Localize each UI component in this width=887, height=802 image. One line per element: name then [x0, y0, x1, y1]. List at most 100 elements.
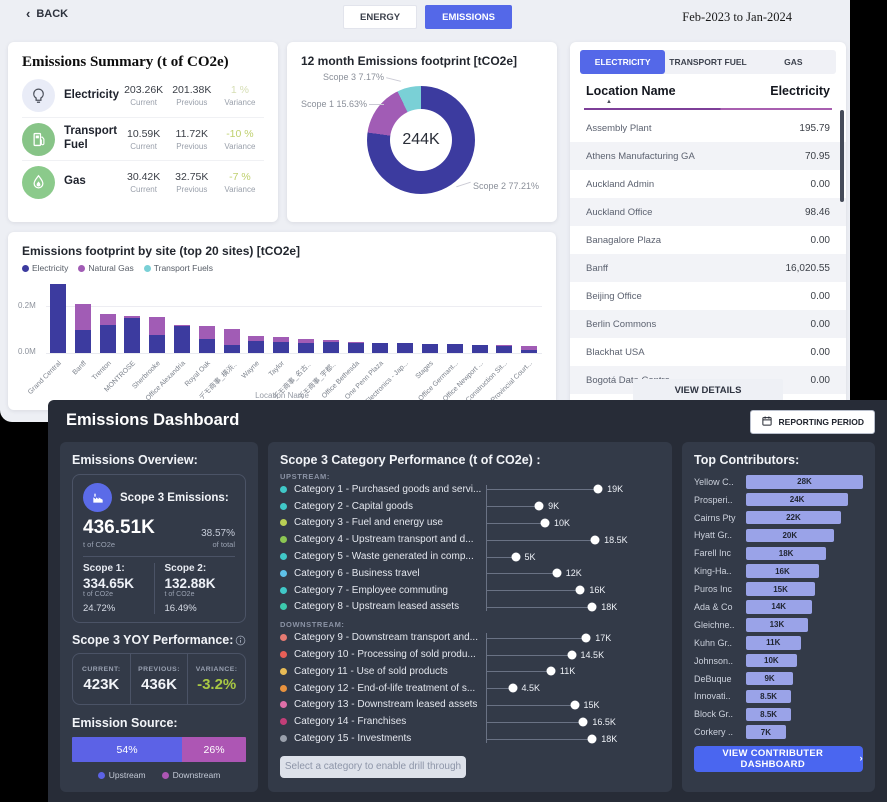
- site-bar[interactable]: [446, 344, 463, 353]
- site-bar[interactable]: [372, 343, 389, 353]
- lollipop-dot[interactable]: [575, 585, 585, 595]
- site-bar[interactable]: [149, 317, 166, 353]
- lollipop-dot[interactable]: [552, 568, 562, 578]
- contributor-bar[interactable]: 10K: [746, 653, 797, 668]
- x-axis-label: Banff: [71, 360, 88, 377]
- tab-emissions[interactable]: EMISSIONS: [425, 5, 512, 29]
- category-item[interactable]: Category 13 - Downstream leased assets: [280, 697, 486, 714]
- category-item[interactable]: Category 3 - Fuel and energy use: [280, 515, 486, 532]
- site-bar[interactable]: [521, 345, 538, 353]
- contributor-bar[interactable]: 8.5K: [746, 689, 792, 704]
- source-segment-downstream[interactable]: 26%: [182, 737, 246, 762]
- contributor-bar[interactable]: 18K: [746, 546, 827, 561]
- site-bar[interactable]: [223, 329, 240, 353]
- contributor-bar-track: 7K: [746, 725, 863, 739]
- category-item[interactable]: Category 4 - Upstream transport and d...: [280, 531, 486, 548]
- category-item[interactable]: Category 7 - Employee commuting: [280, 582, 486, 599]
- lollipop-dot[interactable]: [581, 633, 591, 643]
- donut-chart[interactable]: 244K: [367, 86, 475, 194]
- site-bar[interactable]: [322, 340, 339, 353]
- category-item[interactable]: Category 2 - Capital goods: [280, 498, 486, 515]
- site-bar[interactable]: [248, 335, 265, 353]
- category-item[interactable]: Category 5 - Waste generated in comp...: [280, 548, 486, 565]
- site-bar[interactable]: [74, 303, 91, 353]
- site-bar[interactable]: [422, 343, 438, 353]
- lollipop-value: 19K: [607, 484, 624, 495]
- lollipop-dot[interactable]: [587, 602, 597, 612]
- contributor-bar[interactable]: 7K: [746, 725, 786, 739]
- site-bar[interactable]: [471, 344, 488, 353]
- lollipop-dot[interactable]: [508, 683, 518, 693]
- tab-energy[interactable]: ENERGY: [343, 5, 418, 29]
- contributor-bar[interactable]: 16K: [746, 564, 819, 578]
- site-bar[interactable]: [298, 339, 314, 353]
- table-tab-transport-fuel[interactable]: TRANSPORT FUEL: [665, 50, 750, 74]
- table-row[interactable]: Berlin Commons 0.00: [570, 310, 846, 338]
- contributor-bar[interactable]: 8.5K: [746, 707, 792, 722]
- column-location-name[interactable]: Location Name ▲: [586, 84, 676, 105]
- table-row[interactable]: Beijing Office 0.00: [570, 282, 846, 310]
- site-bar[interactable]: [124, 316, 141, 353]
- category-item[interactable]: Category 15 - Investments: [280, 730, 486, 747]
- table-row[interactable]: Athens Manufacturing GA 70.95: [570, 142, 846, 170]
- lollipop-stem: [486, 573, 557, 575]
- legend-label: Downstream: [172, 770, 221, 780]
- table-row[interactable]: Auckland Office 98.46: [570, 198, 846, 226]
- contributor-bar[interactable]: 15K: [746, 582, 816, 596]
- category-item[interactable]: Category 8 - Upstream leased assets: [280, 599, 486, 616]
- contributor-bar[interactable]: 14K: [746, 600, 812, 614]
- table-row[interactable]: Assembly Plant 195.79: [570, 114, 846, 142]
- view-contributor-dashboard-button[interactable]: VIEW CONTRIBUTER DASHBOARD ›: [694, 745, 863, 772]
- site-bar[interactable]: [496, 345, 513, 353]
- table-scrollbar[interactable]: [840, 110, 844, 202]
- table-tab-electricity[interactable]: ELECTRICITY: [580, 50, 666, 74]
- contributor-bar[interactable]: 13K: [746, 618, 808, 632]
- category-item[interactable]: Category 6 - Business travel: [280, 565, 486, 582]
- contributor-bar[interactable]: 9K: [746, 671, 794, 686]
- back-button[interactable]: ‹ BACK: [26, 7, 68, 20]
- site-bar[interactable]: [99, 314, 116, 353]
- emission-source-bar[interactable]: 54% 26%: [72, 737, 246, 762]
- category-item[interactable]: Category 10 - Processing of sold produ..…: [280, 646, 486, 663]
- lollipop-dot[interactable]: [546, 666, 556, 676]
- lollipop-dot[interactable]: [534, 501, 544, 511]
- table-row[interactable]: Auckland Admin 0.00: [570, 170, 846, 198]
- calendar-icon: [761, 415, 773, 429]
- contributor-bar[interactable]: 11K: [746, 636, 801, 650]
- site-bar[interactable]: [273, 336, 290, 353]
- column-electricity[interactable]: Electricity: [770, 84, 830, 98]
- table-row[interactable]: Blackhat USA 0.00: [570, 338, 846, 366]
- info-icon[interactable]: [235, 635, 246, 646]
- lollipop-dot[interactable]: [567, 650, 577, 660]
- drill-through-button[interactable]: Select a category to enable drill throug…: [280, 755, 466, 778]
- lollipop-dot[interactable]: [578, 717, 588, 727]
- category-item[interactable]: Category 11 - Use of sold products: [280, 663, 486, 680]
- category-item[interactable]: Category 9 - Downstream transport and...: [280, 629, 486, 646]
- table-tab-gas[interactable]: GAS: [751, 50, 836, 74]
- table-row[interactable]: Banagalore Plaza 0.00: [570, 226, 846, 254]
- contributor-bar[interactable]: 28K: [746, 475, 863, 489]
- lollipop-dot[interactable]: [570, 700, 579, 710]
- lollipop-dot[interactable]: [593, 484, 603, 494]
- category-item[interactable]: Category 14 - Franchises: [280, 713, 486, 730]
- site-bar[interactable]: [50, 283, 66, 353]
- site-bar[interactable]: [397, 343, 414, 353]
- source-segment-upstream[interactable]: 54%: [72, 737, 183, 762]
- category-item[interactable]: Category 1 - Purchased goods and servi..…: [280, 481, 486, 498]
- category-item[interactable]: Category 12 - End-of-life treatment of s…: [280, 680, 486, 697]
- reporting-period-button[interactable]: REPORTING PERIOD: [749, 410, 875, 434]
- lollipop-dot[interactable]: [587, 734, 597, 744]
- contributor-bar[interactable]: 20K: [746, 528, 834, 543]
- lollipop-dot[interactable]: [590, 535, 600, 545]
- site-bar[interactable]: [198, 325, 215, 353]
- lollipop-dot[interactable]: [540, 518, 550, 528]
- contributor-bar[interactable]: 22K: [746, 510, 841, 525]
- lollipop-dot[interactable]: [511, 552, 520, 562]
- table-row[interactable]: Banff 16,020.55: [570, 254, 846, 282]
- site-bar[interactable]: [347, 342, 364, 353]
- category-label: Category 1 - Purchased goods and servi..…: [294, 483, 482, 495]
- contributor-bar[interactable]: 24K: [746, 492, 849, 507]
- bar-segment-natural-gas: [149, 317, 166, 335]
- view-details-button[interactable]: VIEW DETAILS: [633, 379, 783, 401]
- site-bar[interactable]: [174, 324, 190, 353]
